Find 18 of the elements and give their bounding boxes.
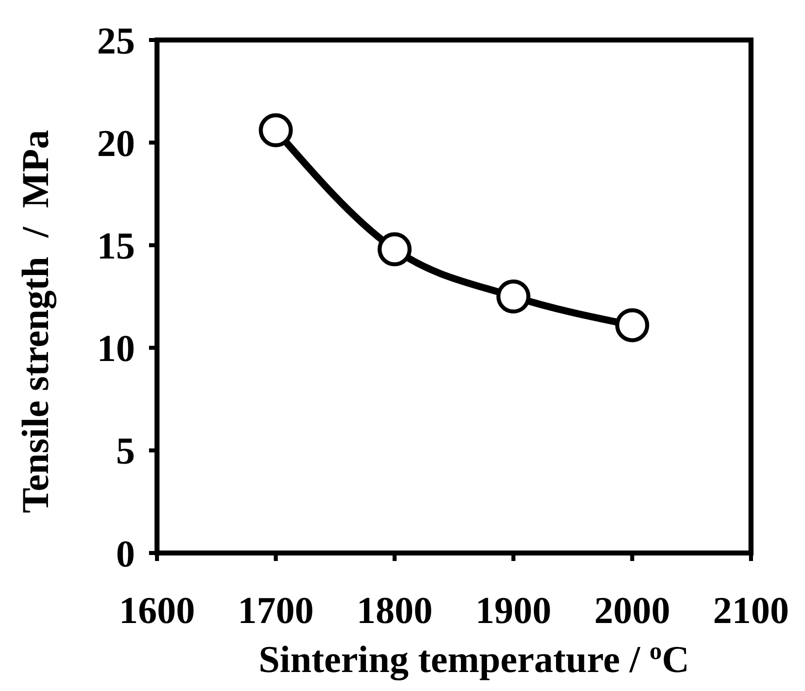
x-tick-label: 1600 <box>119 590 195 632</box>
x-tick-label: 1800 <box>356 590 433 632</box>
y-tick-label: 10 <box>97 328 135 370</box>
x-tick-label: 1900 <box>475 590 552 632</box>
point <box>258 113 293 148</box>
y-tick-label: 5 <box>116 430 135 473</box>
y-tick-label: 15 <box>97 226 135 268</box>
y-axis-title: Tensile strength / MPa <box>15 130 57 514</box>
point <box>378 232 412 266</box>
x-tick-label: 2100 <box>713 590 789 632</box>
point <box>615 308 650 342</box>
x-tick-label: 2000 <box>594 590 670 632</box>
point <box>496 280 530 314</box>
x-axis-title: Sintering temperature / $^{o}$C <box>258 638 690 681</box>
y-tick-label: 25 <box>97 20 135 62</box>
y-tick-label: 0 <box>116 533 135 576</box>
y-tick-label: 20 <box>97 122 135 165</box>
x-tick-label: 1700 <box>238 590 314 632</box>
